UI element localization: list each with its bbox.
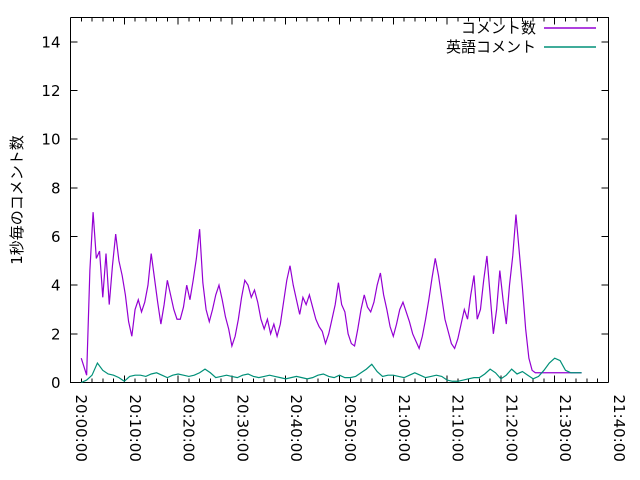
x-tick-label: 20:50:00 (341, 395, 359, 462)
x-tick-label: 21:00:00 (395, 395, 413, 462)
data-series-group (80, 212, 582, 384)
x-axis-tick-labels: 20:00:00 20:10:00 20:20:00 20:30:00 20:40:00… (72, 395, 628, 462)
y-axis-title: 1秒毎のコメント数 (8, 135, 26, 265)
y-axis-ticks (70, 41, 609, 383)
x-tick-label: 21:20:00 (502, 395, 520, 462)
legend-label-comment-count: コメント数 (461, 19, 536, 37)
plot-frame (70, 17, 609, 383)
y-tick-label: 4 (51, 277, 61, 295)
y-tick-label: 0 (51, 374, 61, 392)
axis-frame (70, 17, 609, 383)
y-axis-tick-labels: 0 2 4 6 8 10 12 14 (41, 33, 60, 392)
y-tick-label: 12 (41, 82, 60, 100)
y-tick-label: 2 (51, 325, 61, 343)
y-axis-title-group: 1秒毎のコメント数 (8, 135, 26, 265)
series-line-comment-count (80, 212, 582, 376)
x-tick-label: 20:40:00 (287, 395, 305, 462)
x-tick-label: 20:10:00 (126, 395, 144, 462)
y-tick-label: 8 (51, 179, 61, 197)
x-tick-label: 21:30:00 (556, 395, 574, 462)
x-tick-label: 21:10:00 (449, 395, 467, 462)
y-tick-label: 14 (41, 33, 60, 51)
x-axis-ticks (70, 17, 609, 383)
x-tick-label: 21:40:00 (610, 395, 628, 462)
legend-label-english-comments: 英語コメント (446, 38, 536, 56)
x-tick-label: 20:00:00 (72, 395, 90, 462)
x-tick-label: 20:30:00 (233, 395, 251, 462)
y-tick-label: 10 (41, 131, 60, 149)
y-tick-label: 6 (51, 228, 61, 246)
series-line-english-comments (81, 357, 582, 384)
x-tick-label: 20:20:00 (180, 395, 198, 462)
